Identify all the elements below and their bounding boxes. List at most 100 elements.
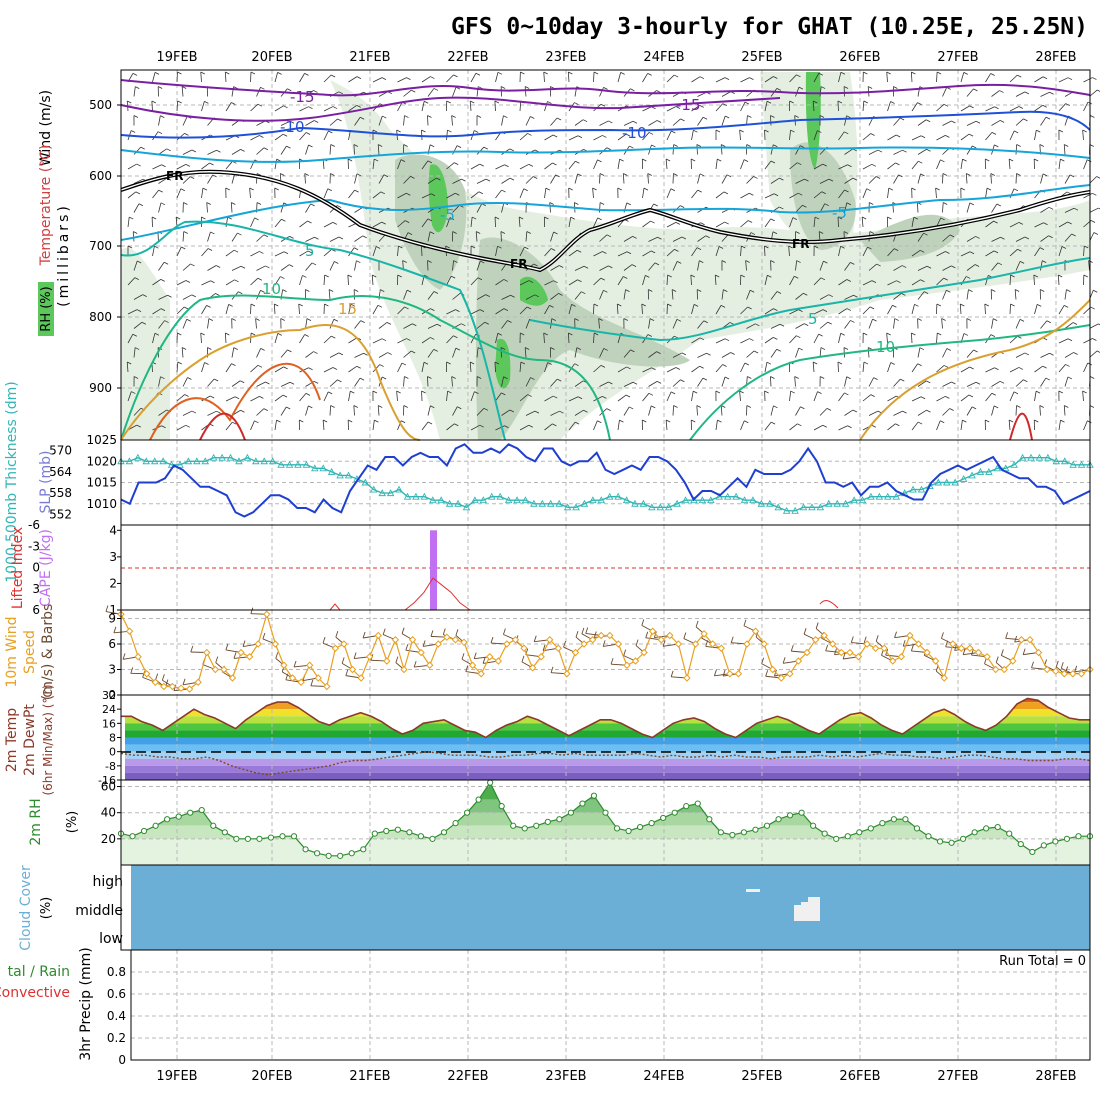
wind-barb-flag xyxy=(286,406,291,410)
wind-barb xyxy=(1089,323,1099,329)
wind-barb-flag xyxy=(1089,405,1095,408)
wind-barb xyxy=(256,408,265,416)
wind-barb-flag xyxy=(263,147,269,151)
wind-barb xyxy=(525,410,536,416)
wind-barb xyxy=(942,381,952,387)
wind-barb-flag xyxy=(483,146,488,150)
wind-barb xyxy=(470,277,479,286)
wind-barb xyxy=(764,337,774,344)
wind-barb xyxy=(1039,405,1041,416)
wind-barb-flag xyxy=(457,406,462,410)
wind-barb xyxy=(887,188,890,199)
wind-speed-point xyxy=(374,631,382,640)
wind-barb-flag xyxy=(225,187,230,191)
wind-barb-flag xyxy=(788,245,793,249)
wind-barb xyxy=(403,323,413,329)
surface-wind-barb-flag xyxy=(995,656,999,663)
wind-barb-flag xyxy=(356,260,361,264)
wind-barb xyxy=(182,377,188,387)
wind-barb xyxy=(942,408,950,416)
wind-barb-flag xyxy=(820,376,825,379)
wind-barb-flag xyxy=(574,318,579,321)
wind-barb-flag xyxy=(747,115,752,118)
wind-barb xyxy=(893,174,899,184)
wind-barb-flag xyxy=(405,220,410,223)
rh-point xyxy=(786,812,794,819)
wind-barb-flag xyxy=(190,263,195,267)
wind-barb-flag xyxy=(429,231,435,235)
wind-barb-flag xyxy=(767,274,772,278)
wind-barb xyxy=(568,279,578,286)
wind-barb-flag xyxy=(1018,106,1024,109)
wind-barb-flag xyxy=(571,303,576,307)
wind-panel-frame xyxy=(120,609,1091,696)
wind-barb-flag xyxy=(852,409,858,413)
wind-barb-flag xyxy=(263,234,269,238)
wind-barb xyxy=(372,191,382,199)
wind-barb-flag xyxy=(255,318,260,321)
thickness-point xyxy=(572,503,580,511)
wind-barb-flag xyxy=(746,144,751,147)
wind-barb-flag xyxy=(1014,289,1020,292)
wind-barb-flag xyxy=(1016,405,1021,408)
wind-barb xyxy=(838,72,842,83)
date-label: 23FEB xyxy=(545,50,586,65)
wind-barb-flag xyxy=(697,189,702,193)
thickness-point xyxy=(546,499,555,507)
wind-barb xyxy=(813,391,818,402)
thickness-point xyxy=(757,499,766,507)
wind-speed-point xyxy=(588,636,597,644)
wind-barb xyxy=(544,305,550,315)
wind-barb-flag xyxy=(943,277,948,281)
wind-barb-flag xyxy=(181,86,187,89)
wind-barb xyxy=(158,294,168,300)
wind-barb xyxy=(152,72,156,83)
wind-barb-flag xyxy=(1017,74,1022,78)
wind-barb-flag xyxy=(177,332,182,336)
wind-barb-flag xyxy=(1060,419,1065,423)
thickness-point xyxy=(749,496,757,504)
wind-barb-flag xyxy=(132,333,137,337)
wind-barb-flag xyxy=(1014,130,1019,134)
thickness-point xyxy=(530,499,538,507)
wind-barb xyxy=(740,246,742,257)
wind-barb-flag xyxy=(254,420,259,424)
wind-barb xyxy=(427,231,431,242)
wind-speed-point xyxy=(734,670,743,678)
date-label: 27FEB xyxy=(937,50,978,65)
wind-barb xyxy=(378,174,385,184)
wind-barb xyxy=(715,420,718,431)
wind-barb-flag xyxy=(257,277,263,281)
wind-barb xyxy=(887,162,896,170)
thickness-point xyxy=(993,464,1002,472)
axis-tick-label: 500 xyxy=(89,98,112,112)
wind-barb-flag xyxy=(382,115,387,119)
wind-barb-flag xyxy=(259,396,264,399)
surface-wind-barb-flag xyxy=(765,670,769,677)
thickness-point xyxy=(884,492,892,500)
wind-barb-flag xyxy=(1049,352,1054,356)
wind-barb-flag xyxy=(181,246,186,250)
temperature-axis-label: Temperature (°C) xyxy=(38,145,54,267)
wind-barb-flag xyxy=(1010,303,1015,307)
wind-barb xyxy=(550,378,558,387)
wind-barb xyxy=(697,235,706,242)
surface-wind-barb-flag xyxy=(645,631,649,638)
wind-barb xyxy=(623,381,634,387)
wind-speed-point xyxy=(365,653,374,661)
wind-barb xyxy=(568,249,578,257)
wind-barb xyxy=(476,408,485,416)
wind-barb xyxy=(470,73,477,83)
temp-axis-label-3: (6hr Min/Max) (°C) xyxy=(41,684,55,795)
wind-barb-flag xyxy=(896,280,901,284)
rh-point xyxy=(775,816,782,823)
wind-barb-flag xyxy=(822,309,828,312)
contour-label: 5 xyxy=(808,310,818,328)
wind-barb xyxy=(525,231,528,242)
precip-legend-convective: Convective xyxy=(0,985,70,1001)
wind-barb-flag xyxy=(1065,103,1070,106)
wind-barb-flag xyxy=(454,423,459,427)
wind-barb xyxy=(452,87,457,97)
wind-barb-flag xyxy=(400,159,406,162)
freezing-label: FR xyxy=(792,237,809,251)
